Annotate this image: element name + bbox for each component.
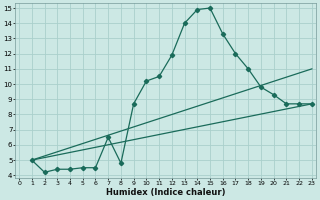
X-axis label: Humidex (Indice chaleur): Humidex (Indice chaleur) xyxy=(106,188,225,197)
